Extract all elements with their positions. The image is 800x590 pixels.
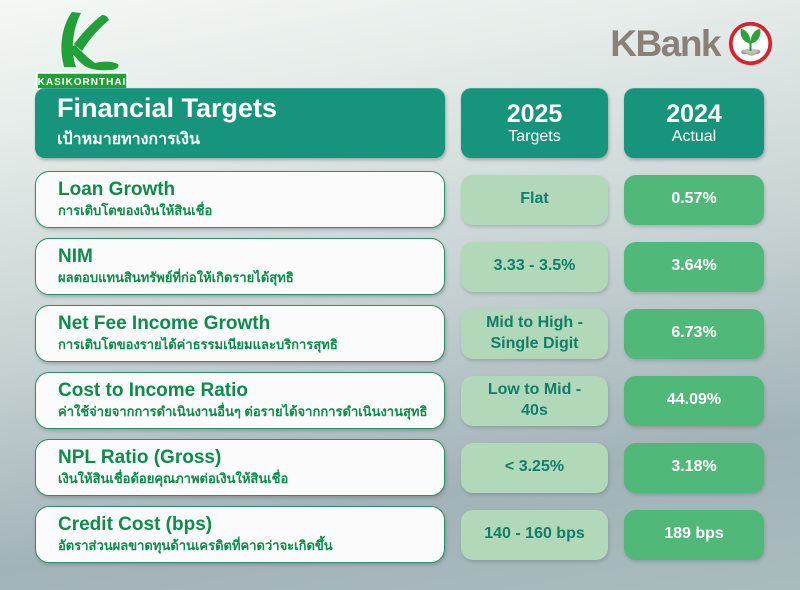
metric-label-box: Cost to Income Ratio ค่าใช้จ่ายจากการดำเ… <box>35 372 445 429</box>
metric-title: Cost to Income Ratio <box>58 380 249 402</box>
actual-value-cell: 44.09% <box>624 375 764 426</box>
kasikornthai-logo: KASIKORNTHAI <box>36 10 128 95</box>
target-value-cell: 3.33 - 3.5% <box>461 241 608 292</box>
targets-table: Financial Targets เป้าหมายทางการเงิน 202… <box>35 88 765 573</box>
targets-year: 2025 <box>506 99 563 128</box>
actual-value-cell: 189 bps <box>624 509 764 560</box>
kasikornthai-k-icon: KASIKORNTHAI <box>36 12 128 90</box>
metric-row: Net Fee Income Growth การเติบโตของรายได้… <box>35 305 765 362</box>
target-value-cell: Mid to High - Single Digit <box>461 308 608 359</box>
table-header-row: Financial Targets เป้าหมายทางการเงิน 202… <box>35 88 765 158</box>
target-value-cell: < 3.25% <box>461 442 608 493</box>
metric-row: Loan Growth การเติบโตของเงินให้สินเชื่อ … <box>35 171 765 228</box>
metric-title: Loan Growth <box>58 179 176 201</box>
metric-title: NPL Ratio (Gross) <box>58 447 222 469</box>
actual-label: Actual <box>671 128 717 146</box>
table-title: Financial Targets <box>57 93 278 124</box>
column-header-2025-targets: 2025 Targets <box>461 88 608 158</box>
metric-title-thai: การเติบโตของเงินให้สินเชื่อ <box>58 203 213 219</box>
metric-label-box: Credit Cost (bps) อัตราส่วนผลขาดทุนด้านเ… <box>35 506 445 563</box>
metric-row: NPL Ratio (Gross) เงินให้สินเชื่อด้อยคุณ… <box>35 439 765 496</box>
target-value-cell: Flat <box>461 174 608 225</box>
metric-title: NIM <box>58 246 93 268</box>
metric-title-thai: อัตราส่วนผลขาดทุนด้านเครดิตที่คาดว่าจะเก… <box>58 538 333 554</box>
column-header-2024-actual: 2024 Actual <box>624 88 764 158</box>
metric-title-thai: การเติบโตของรายได้ค่าธรรมเนียมและบริการส… <box>58 337 338 353</box>
metric-title-thai: ค่าใช้จ่ายจากการดำเนินงานอื่นๆ ต่อรายได้… <box>58 404 428 420</box>
table-title-thai: เป้าหมายทางการเงิน <box>57 130 200 148</box>
target-value-cell: Low to Mid - 40s <box>461 375 608 426</box>
metric-row: Credit Cost (bps) อัตราส่วนผลขาดทุนด้านเ… <box>35 506 765 563</box>
kasikornthai-label: KASIKORNTHAI <box>38 77 127 88</box>
kbank-sprout-icon <box>728 21 773 66</box>
actual-year: 2024 <box>666 99 722 128</box>
actual-value-cell: 6.73% <box>624 308 764 359</box>
metric-rows: Loan Growth การเติบโตของเงินให้สินเชื่อ … <box>35 171 765 563</box>
table-title-box: Financial Targets เป้าหมายทางการเงิน <box>35 88 445 158</box>
metric-label-box: Loan Growth การเติบโตของเงินให้สินเชื่อ <box>35 171 445 228</box>
metric-row: NIM ผลตอบแทนสินทรัพย์ที่ก่อให้เกิดรายได้… <box>35 238 765 295</box>
metric-title-thai: ผลตอบแทนสินทรัพย์ที่ก่อให้เกิดรายได้สุทธ… <box>58 270 294 286</box>
metric-label-box: Net Fee Income Growth การเติบโตของรายได้… <box>35 305 445 362</box>
metric-label-box: NIM ผลตอบแทนสินทรัพย์ที่ก่อให้เกิดรายได้… <box>35 238 445 295</box>
metric-label-box: NPL Ratio (Gross) เงินให้สินเชื่อด้อยคุณ… <box>35 439 445 496</box>
actual-value-cell: 3.64% <box>624 241 764 292</box>
kbank-wordmark: KBank <box>610 22 721 64</box>
target-value-cell: 140 - 160 bps <box>461 509 608 560</box>
actual-value-cell: 3.18% <box>624 442 764 493</box>
metric-title-thai: เงินให้สินเชื่อด้อยคุณภาพต่อเงินให้สินเช… <box>58 471 289 487</box>
metric-title: Credit Cost (bps) <box>58 514 213 536</box>
kbank-logo: KBank <box>610 20 774 67</box>
targets-label: Targets <box>508 128 561 146</box>
actual-value-cell: 0.57% <box>624 174 764 225</box>
metric-title: Net Fee Income Growth <box>58 313 271 335</box>
metric-row: Cost to Income Ratio ค่าใช้จ่ายจากการดำเ… <box>35 372 765 429</box>
